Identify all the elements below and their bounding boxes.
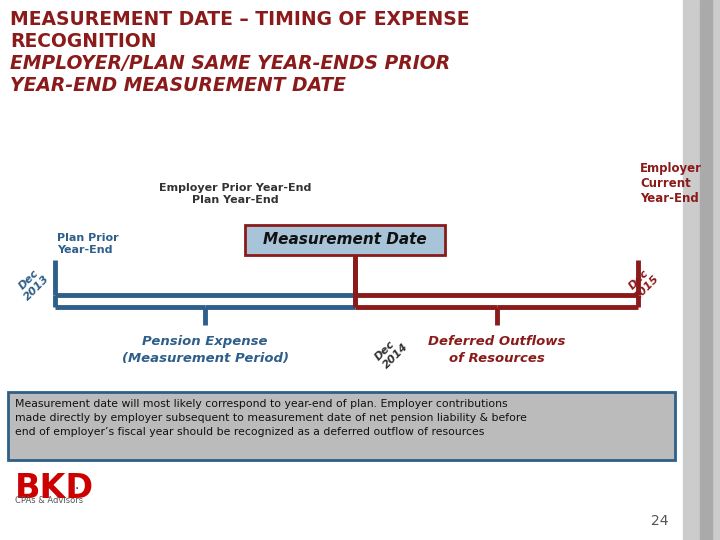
Bar — [683, 0, 720, 540]
Text: MEASUREMENT DATE – TIMING OF EXPENSE: MEASUREMENT DATE – TIMING OF EXPENSE — [10, 10, 469, 29]
Text: Dec
2013: Dec 2013 — [14, 265, 52, 302]
Text: Measurement date will most likely correspond to year-end of plan. Employer contr: Measurement date will most likely corres… — [15, 399, 527, 437]
Text: Deferred Outflows
of Resources: Deferred Outflows of Resources — [428, 335, 565, 365]
Text: YEAR-END MEASUREMENT DATE: YEAR-END MEASUREMENT DATE — [10, 76, 346, 95]
Bar — [700, 0, 712, 540]
Text: Pension Expense
(Measurement Period): Pension Expense (Measurement Period) — [122, 335, 289, 365]
Text: Employer
Current
Year-End: Employer Current Year-End — [640, 162, 702, 205]
Text: .: . — [75, 478, 79, 492]
Bar — [245, 225, 445, 255]
Text: CPAs & Advisors: CPAs & Advisors — [15, 496, 83, 505]
Text: Dec
2015: Dec 2015 — [624, 265, 662, 302]
Text: Dec
2014: Dec 2014 — [373, 333, 410, 370]
Text: EMPLOYER/PLAN SAME YEAR-ENDS PRIOR: EMPLOYER/PLAN SAME YEAR-ENDS PRIOR — [10, 54, 450, 73]
Text: RECOGNITION: RECOGNITION — [10, 32, 156, 51]
Text: BKD: BKD — [15, 472, 94, 505]
Text: Employer Prior Year-End
Plan Year-End: Employer Prior Year-End Plan Year-End — [159, 184, 311, 205]
Bar — [8, 392, 675, 460]
Text: Plan Prior
Year-End: Plan Prior Year-End — [57, 233, 119, 255]
Text: 24: 24 — [652, 514, 669, 528]
Text: Measurement Date: Measurement Date — [263, 233, 427, 247]
